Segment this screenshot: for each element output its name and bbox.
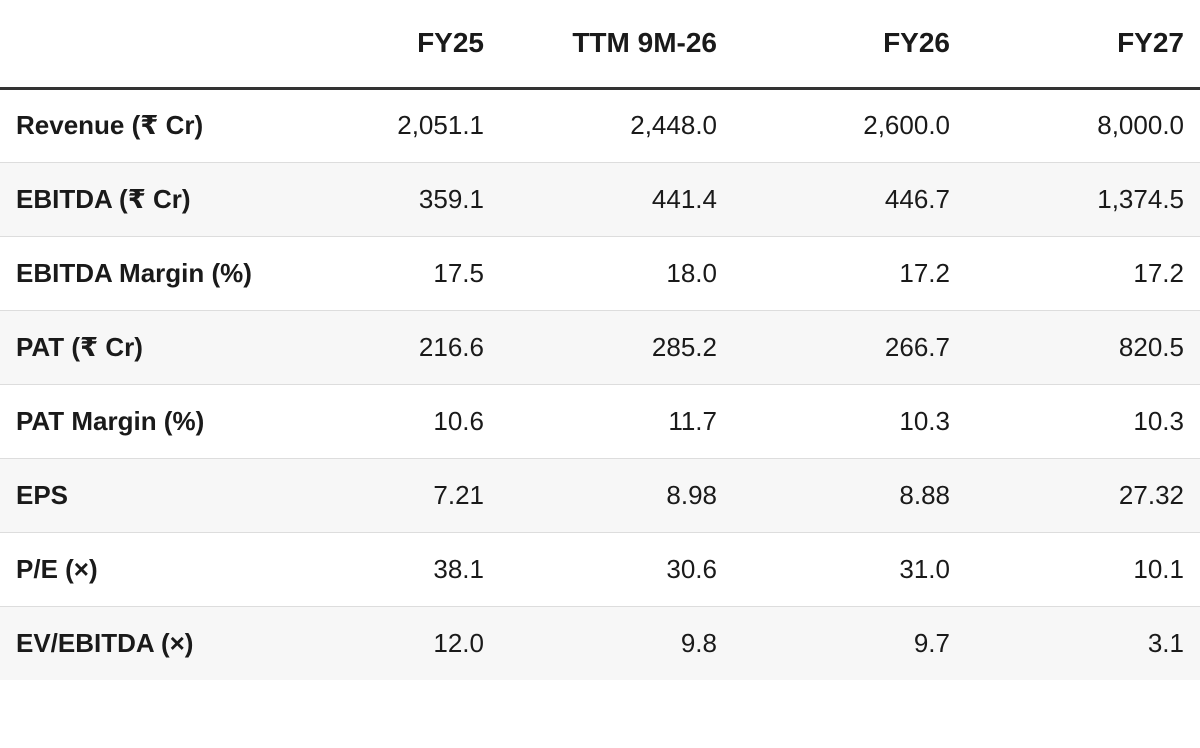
row-label: EBITDA Margin (%): [0, 236, 300, 311]
table-row: PAT (₹ Cr) 216.6 285.2 266.7 820.5: [0, 310, 1200, 385]
cell-value: 441.4: [500, 162, 733, 237]
table-row: EV/EBITDA (×) 12.0 9.8 9.7 3.1: [0, 606, 1200, 680]
cell-value: 820.5: [966, 310, 1200, 385]
cell-value: 8,000.0: [966, 88, 1200, 163]
cell-value: 17.5: [300, 236, 500, 311]
cell-value: 266.7: [733, 310, 966, 385]
cell-value: 10.3: [966, 384, 1200, 459]
row-label: EBITDA (₹ Cr): [0, 162, 300, 237]
table-row: EBITDA (₹ Cr) 359.1 441.4 446.7 1,374.5: [0, 162, 1200, 237]
cell-value: 10.6: [300, 384, 500, 459]
financials-table: FY25 TTM 9M-26 FY26 FY27 Revenue (₹ Cr) …: [0, 0, 1200, 680]
cell-value: 2,051.1: [300, 88, 500, 163]
table-row: EPS 7.21 8.98 8.88 27.32: [0, 458, 1200, 533]
table-header: FY25 TTM 9M-26 FY26 FY27: [0, 0, 1200, 90]
table-row: PAT Margin (%) 10.6 11.7 10.3 10.3: [0, 384, 1200, 459]
row-label: EV/EBITDA (×): [0, 606, 300, 680]
row-label: PAT (₹ Cr): [0, 310, 300, 385]
cell-value: 285.2: [500, 310, 733, 385]
cell-value: 8.88: [733, 458, 966, 533]
row-label: PAT Margin (%): [0, 384, 300, 459]
cell-value: 359.1: [300, 162, 500, 237]
cell-value: 17.2: [966, 236, 1200, 311]
cell-value: 3.1: [966, 606, 1200, 680]
cell-value: 446.7: [733, 162, 966, 237]
cell-value: 10.1: [966, 532, 1200, 607]
cell-value: 9.7: [733, 606, 966, 680]
cell-value: 18.0: [500, 236, 733, 311]
cell-value: 30.6: [500, 532, 733, 607]
cell-value: 1,374.5: [966, 162, 1200, 237]
table-body: Revenue (₹ Cr) 2,051.1 2,448.0 2,600.0 8…: [0, 88, 1200, 680]
cell-value: 2,448.0: [500, 88, 733, 163]
cell-value: 11.7: [500, 384, 733, 459]
row-label: EPS: [0, 458, 300, 533]
header-label-cell: [0, 0, 300, 90]
cell-value: 17.2: [733, 236, 966, 311]
cell-value: 2,600.0: [733, 88, 966, 163]
cell-value: 12.0: [300, 606, 500, 680]
table-row: P/E (×) 38.1 30.6 31.0 10.1: [0, 532, 1200, 607]
table-row: EBITDA Margin (%) 17.5 18.0 17.2 17.2: [0, 236, 1200, 311]
cell-value: 10.3: [733, 384, 966, 459]
cell-value: 9.8: [500, 606, 733, 680]
header-fy27: FY27: [966, 0, 1200, 90]
cell-value: 38.1: [300, 532, 500, 607]
cell-value: 216.6: [300, 310, 500, 385]
cell-value: 31.0: [733, 532, 966, 607]
header-fy25: FY25: [300, 0, 500, 90]
table-row: Revenue (₹ Cr) 2,051.1 2,448.0 2,600.0 8…: [0, 88, 1200, 163]
row-label: Revenue (₹ Cr): [0, 88, 300, 163]
row-label: P/E (×): [0, 532, 300, 607]
cell-value: 7.21: [300, 458, 500, 533]
cell-value: 8.98: [500, 458, 733, 533]
header-row: FY25 TTM 9M-26 FY26 FY27: [0, 0, 1200, 90]
cell-value: 27.32: [966, 458, 1200, 533]
header-ttm-9m-26: TTM 9M-26: [500, 0, 733, 90]
header-fy26: FY26: [733, 0, 966, 90]
